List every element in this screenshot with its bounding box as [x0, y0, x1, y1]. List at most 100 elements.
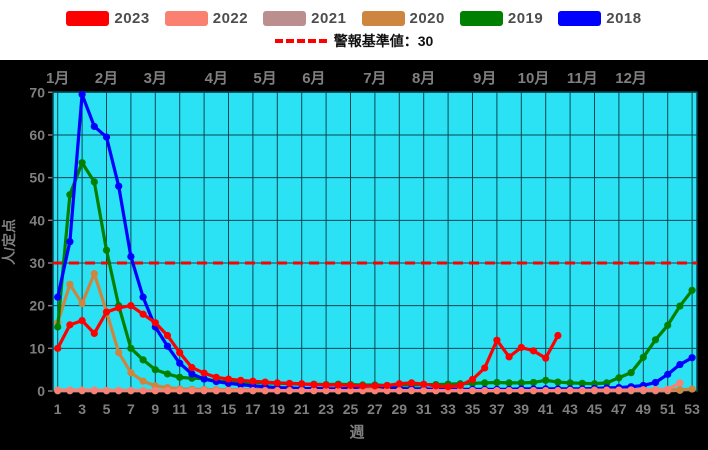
- month-label: 9月: [473, 70, 496, 87]
- data-point-2022-w38: [505, 386, 513, 395]
- month-label: 1月: [46, 70, 69, 87]
- data-point-2022-w31: [420, 386, 428, 395]
- chart-legend: 2023 2022 2021 2020 2019 2018 警報基準値：30: [0, 0, 708, 60]
- data-point-2022-w12: [188, 386, 196, 395]
- data-point-2023-w31: [420, 380, 428, 388]
- week-tick-label: 37: [489, 401, 505, 417]
- data-point-2023-w4: [90, 329, 98, 337]
- legend-item-2021: 2021: [263, 10, 346, 27]
- legend-threshold-row: 警報基準値：30: [274, 31, 434, 51]
- data-point-2023-w41: [542, 354, 550, 362]
- data-point-2023-w17: [249, 377, 257, 385]
- data-point-2019-w10: [163, 370, 172, 378]
- week-tick-label: 31: [416, 401, 432, 417]
- data-point-2023-w11: [176, 348, 184, 357]
- data-point-2022-w3: [78, 386, 86, 394]
- y-tick-label: 20: [29, 298, 45, 314]
- data-point-2022-w41: [542, 386, 550, 395]
- data-point-2023-w27: [371, 382, 379, 390]
- week-tick-label: 51: [660, 401, 676, 417]
- data-point-2023-w16: [237, 376, 245, 384]
- data-point-2019-w41: [542, 376, 550, 384]
- data-point-2019-w50: [651, 336, 660, 344]
- data-point-2022-w35: [468, 386, 477, 395]
- legend-label: 2021: [311, 9, 347, 27]
- data-point-2019-w42: [554, 378, 562, 386]
- data-point-2023-w24: [334, 381, 342, 389]
- data-point-2023-w21: [298, 380, 306, 388]
- data-point-2023-w36: [481, 364, 489, 372]
- data-point-2022-w23: [322, 386, 330, 395]
- month-label: 2月: [95, 70, 118, 87]
- data-point-2022-w30: [407, 386, 416, 395]
- data-point-2019-w40: [529, 378, 538, 387]
- month-label: 12月: [615, 70, 647, 87]
- legend-label: 2023: [114, 9, 150, 27]
- legend-label: 2018: [606, 9, 642, 27]
- data-point-2022-w46: [603, 386, 611, 394]
- data-point-2022-w50: [651, 386, 660, 394]
- data-point-2022-w21: [298, 386, 306, 395]
- data-point-2018-w10: [163, 342, 172, 350]
- data-point-2020-w2: [66, 280, 74, 288]
- series-2023: [54, 302, 562, 391]
- week-tick-label: 23: [318, 401, 334, 417]
- legend-item-2018: 2018: [558, 10, 641, 27]
- data-point-2022-w36: [481, 386, 489, 395]
- data-point-2022-w45: [590, 386, 599, 394]
- legend-swatch-2022: [164, 10, 208, 26]
- data-point-2023-w34: [456, 381, 464, 390]
- data-point-2022-w51: [664, 385, 672, 393]
- week-tick-label: 27: [367, 401, 383, 417]
- data-point-2022-w18: [261, 386, 269, 395]
- week-tick-label: 33: [440, 401, 456, 417]
- data-point-2019-w38: [505, 379, 513, 387]
- week-tick-label: 7: [127, 401, 135, 417]
- x-axis-title: 週: [349, 424, 364, 441]
- data-point-2022-w52: [676, 379, 684, 387]
- data-point-2019-w3: [78, 159, 86, 167]
- data-point-2023-w14: [212, 373, 220, 381]
- data-point-2018-w5: [102, 133, 111, 141]
- data-point-2019-w47: [615, 374, 623, 382]
- data-point-2022-w28: [383, 386, 391, 395]
- legend-swatch-2019: [459, 10, 503, 26]
- data-point-2022-w34: [456, 386, 464, 395]
- data-point-2023-w8: [139, 310, 147, 318]
- data-point-2022-w9: [151, 386, 159, 395]
- data-point-2018-w11: [176, 359, 184, 367]
- data-point-2019-w46: [603, 379, 611, 387]
- week-tick-label: 3: [78, 401, 86, 417]
- data-point-2019-w4: [90, 178, 98, 186]
- y-tick-label: 60: [29, 127, 45, 143]
- data-point-2022-w7: [127, 386, 135, 394]
- data-point-2020-w53: [688, 385, 696, 393]
- y-tick-label: 30: [29, 255, 45, 271]
- legend-item-2020: 2020: [361, 10, 445, 27]
- legend-swatch-2023: [66, 10, 110, 26]
- week-tick-label: 13: [196, 401, 212, 417]
- data-point-2022-w19: [273, 386, 281, 395]
- data-point-2023-w30: [407, 379, 416, 387]
- month-label: 7月: [363, 70, 386, 87]
- data-point-2022-w25: [346, 386, 355, 395]
- data-point-2023-w2: [66, 321, 74, 329]
- week-tick-label: 5: [103, 401, 111, 417]
- data-point-2022-w2: [66, 386, 74, 394]
- month-label: 6月: [302, 70, 325, 87]
- data-point-2019-w44: [578, 379, 586, 387]
- data-point-2018-w52: [676, 360, 684, 369]
- data-point-2019-w2: [66, 191, 74, 199]
- threshold-label: 警報基準値：30: [333, 32, 434, 49]
- y-tick-label: 50: [29, 170, 45, 186]
- data-point-2018-w50: [651, 378, 660, 387]
- data-point-2022-w14: [212, 386, 220, 395]
- week-tick-label: 1: [54, 401, 62, 417]
- data-point-2023-w12: [188, 363, 196, 372]
- data-point-2022-w40: [529, 386, 538, 395]
- data-point-2019-w37: [493, 378, 501, 387]
- legend-swatch-2020: [361, 10, 405, 26]
- data-point-2019-w51: [664, 321, 672, 329]
- data-point-2019-w43: [566, 379, 574, 387]
